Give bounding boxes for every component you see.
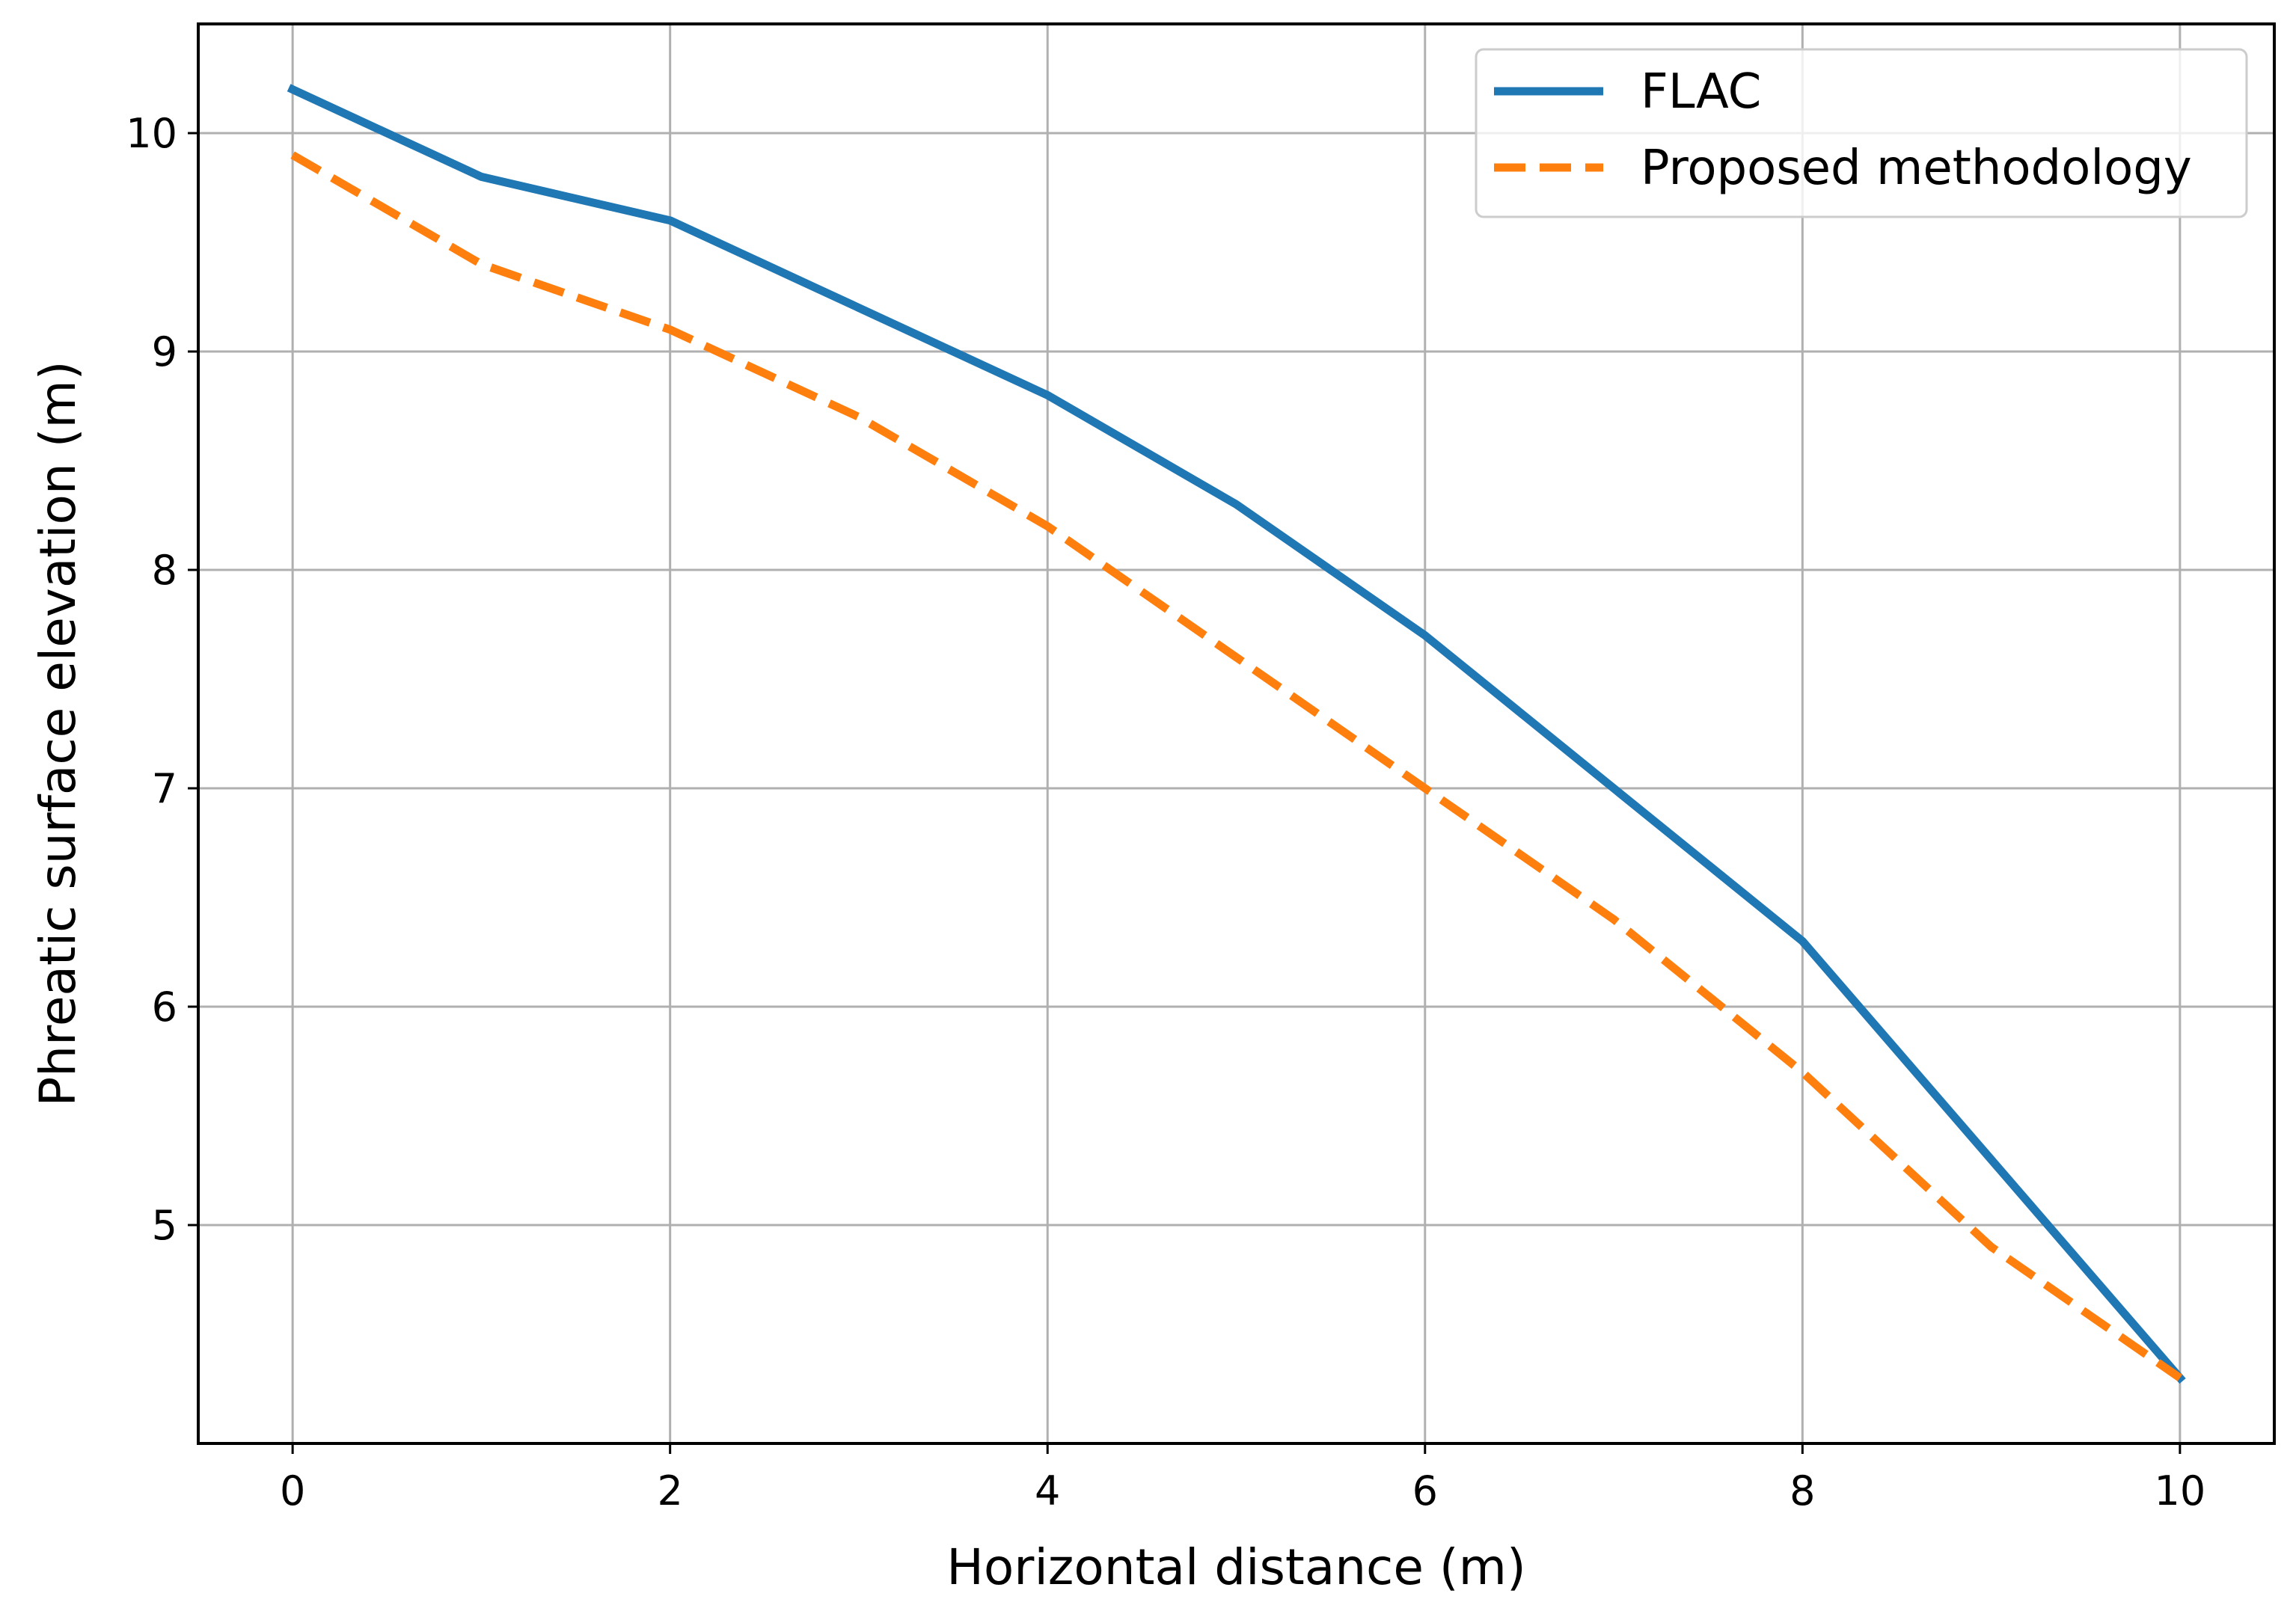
series-group [287, 84, 2186, 1384]
y-tick-label: 7 [152, 765, 177, 812]
axis-ticks: 0 2 4 6 8 10 5 6 7 8 9 10 [126, 110, 2205, 1515]
x-tick-label: 0 [280, 1467, 305, 1515]
plot-frame [197, 22, 2276, 1445]
legend-entries: FLAC Proposed methodology [1494, 64, 2192, 196]
y-axis-label: Phreatic surface elevation (m) [29, 361, 87, 1107]
series-line-1 [287, 84, 2186, 1384]
grid [198, 24, 2274, 1443]
legend-label-2: Proposed methodology [1641, 141, 2192, 196]
x-tick-label: 8 [1790, 1467, 1815, 1515]
legend-box [1475, 48, 2248, 218]
x-tick-label: 2 [658, 1467, 683, 1515]
y-tick-label: 6 [152, 983, 177, 1031]
x-tick-label: 6 [1412, 1467, 1438, 1515]
x-axis-label: Horizontal distance (m) [946, 1538, 1525, 1596]
legend-label-1: FLAC [1641, 64, 1761, 120]
y-tick-label: 10 [126, 110, 177, 157]
y-tick-label: 9 [152, 328, 177, 375]
y-tick-label: 5 [152, 1202, 177, 1249]
series-line-2 [290, 151, 2183, 1381]
x-tick-label: 4 [1035, 1467, 1060, 1515]
legend: FLAC Proposed methodology [1475, 48, 2248, 218]
x-tick-label: 10 [2155, 1467, 2206, 1515]
y-tick-label: 8 [152, 547, 177, 594]
